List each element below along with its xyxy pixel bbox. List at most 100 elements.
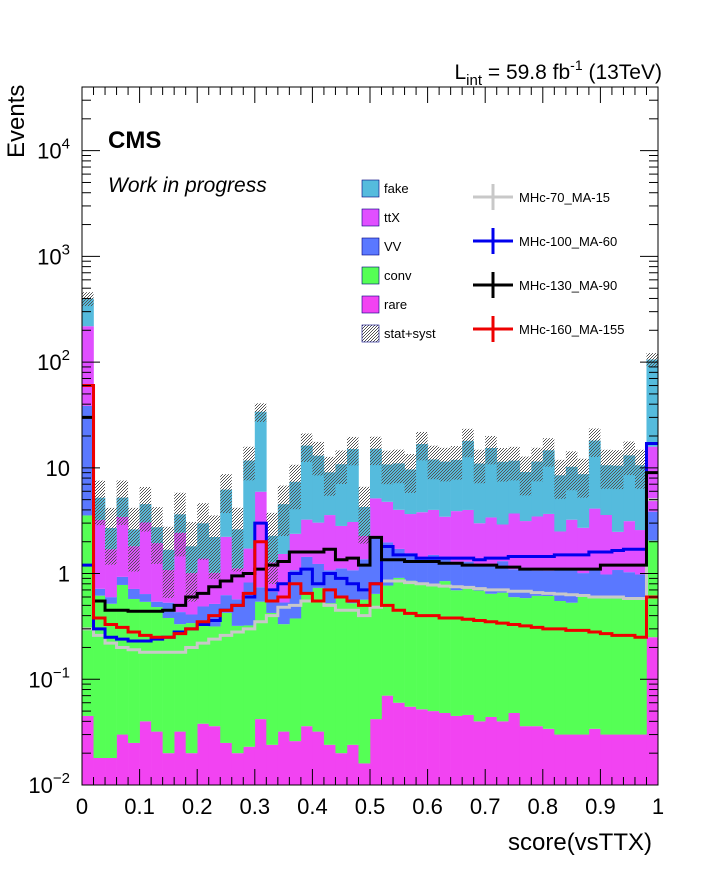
bar-fake-34 bbox=[473, 463, 486, 524]
uncertainty-bin-39 bbox=[531, 447, 543, 482]
bar-rare-34 bbox=[473, 721, 486, 785]
y-tick-base-5: 10 bbox=[37, 244, 61, 269]
bar-VV-30 bbox=[427, 554, 440, 584]
bar-conv-19 bbox=[300, 594, 313, 727]
legend-marker-MHc-130_MA-90 bbox=[473, 272, 513, 298]
lumi-suffix: (13TeV) bbox=[583, 61, 662, 84]
uncertainty-bin-44 bbox=[588, 428, 601, 457]
uncertainty-bin-43 bbox=[577, 458, 589, 498]
bar-ttX-33 bbox=[462, 509, 474, 562]
bar-conv-28 bbox=[404, 580, 417, 707]
y-axis-title: Events bbox=[3, 85, 30, 158]
bar-VV-5 bbox=[139, 594, 152, 602]
bar-rare-13 bbox=[231, 753, 244, 785]
bar-ttX-29 bbox=[416, 512, 428, 559]
bar-VV-3 bbox=[116, 576, 129, 585]
bar-VV-34 bbox=[473, 565, 486, 591]
bar-fake-48 bbox=[634, 465, 647, 531]
bar-VV-19 bbox=[300, 556, 313, 595]
bar-ttX-40 bbox=[542, 513, 555, 571]
uncertainty-bin-41 bbox=[554, 459, 566, 499]
bar-VV-25 bbox=[370, 538, 382, 594]
legend-marker-MHc-70_MA-15 bbox=[473, 184, 513, 210]
bar-fake-39 bbox=[531, 461, 544, 517]
bar-conv-16 bbox=[266, 612, 279, 745]
bar-ttX-26 bbox=[381, 501, 394, 543]
bar-rare-39 bbox=[531, 726, 544, 785]
uncertainty-bin-7 bbox=[162, 526, 175, 598]
bar-ttX-41 bbox=[554, 531, 567, 570]
legend-marker-MHc-100_MA-60 bbox=[473, 228, 513, 254]
bar-conv-5 bbox=[139, 601, 152, 722]
bar-ttX-0 bbox=[82, 326, 94, 406]
bar-conv-33 bbox=[462, 587, 474, 715]
bar-ttX-28 bbox=[404, 514, 417, 554]
uncertainty-bin-37 bbox=[508, 446, 520, 481]
uncertainty-bin-3 bbox=[116, 480, 129, 526]
bar-fake-46 bbox=[611, 465, 624, 532]
bar-conv-45 bbox=[600, 598, 613, 735]
bar-VV-15 bbox=[254, 587, 267, 602]
bar-fake-14 bbox=[243, 460, 256, 549]
lumi-value: = 59.8 fb bbox=[482, 61, 570, 84]
bar-VV-2 bbox=[105, 597, 117, 604]
bar-ttX-11 bbox=[208, 572, 221, 604]
uncertainty-bin-32 bbox=[450, 446, 463, 480]
x-axis-title: score(vsTTX) bbox=[508, 829, 652, 856]
bar-VV-39 bbox=[531, 570, 544, 596]
bar-ttX-5 bbox=[139, 522, 152, 595]
bar-rare-44 bbox=[588, 728, 601, 785]
bar-VV-27 bbox=[393, 548, 405, 578]
y-tick-base-3: 10 bbox=[46, 456, 70, 481]
bar-ttX-1 bbox=[93, 519, 106, 589]
bar-ttX-6 bbox=[151, 543, 163, 602]
bar-ttX-44 bbox=[588, 508, 601, 569]
bar-ttX-42 bbox=[565, 519, 578, 568]
bar-fake-25 bbox=[370, 448, 382, 499]
bar-rare-20 bbox=[312, 731, 325, 785]
bar-ttX-15 bbox=[254, 491, 267, 588]
uncertainty-bin-23 bbox=[346, 436, 359, 466]
uncertainty-bin-2 bbox=[105, 507, 117, 565]
bar-conv-35 bbox=[485, 593, 498, 717]
bar-fake-35 bbox=[485, 448, 498, 518]
uncertainty-bin-34 bbox=[473, 449, 486, 484]
bar-ttX-22 bbox=[335, 525, 348, 569]
uncertainty-bin-26 bbox=[381, 450, 394, 485]
bar-conv-36 bbox=[496, 592, 509, 722]
bar-conv-20 bbox=[312, 587, 325, 732]
bar-rare-12 bbox=[220, 742, 233, 785]
bar-VV-6 bbox=[151, 601, 163, 608]
y-tick-exp-5: 3 bbox=[62, 241, 70, 258]
bar-rare-43 bbox=[577, 734, 590, 785]
bar-fake-40 bbox=[542, 450, 555, 514]
bar-rare-29 bbox=[416, 709, 428, 785]
status-label: Work in progress bbox=[108, 174, 267, 197]
y-tick-exp-0: −2 bbox=[53, 770, 70, 787]
bar-fake-44 bbox=[588, 440, 601, 509]
bar-VV-32 bbox=[450, 561, 463, 591]
bar-rare-47 bbox=[623, 734, 636, 785]
bar-VV-44 bbox=[588, 568, 601, 596]
legend-swatch-fake bbox=[361, 179, 380, 198]
bar-VV-42 bbox=[565, 567, 578, 603]
bar-rare-28 bbox=[404, 706, 417, 785]
x-tick-label-5: 0.5 bbox=[355, 794, 386, 819]
bar-conv-29 bbox=[416, 583, 428, 710]
bar-VV-26 bbox=[381, 542, 394, 586]
uncertainty-bin-31 bbox=[439, 447, 451, 482]
uncertainty-bin-18 bbox=[289, 464, 301, 510]
bar-rare-42 bbox=[565, 734, 578, 785]
uncertainty-bin-4 bbox=[128, 507, 140, 572]
bar-ttX-14 bbox=[243, 548, 256, 583]
bar-VV-29 bbox=[416, 558, 428, 584]
bar-conv-17 bbox=[277, 624, 290, 732]
uncertainty-bin-24 bbox=[358, 486, 370, 544]
bar-rare-15 bbox=[254, 719, 267, 785]
bar-conv-18 bbox=[289, 618, 302, 742]
bar-conv-11 bbox=[208, 626, 221, 727]
legend-swatch-conv bbox=[361, 266, 380, 285]
